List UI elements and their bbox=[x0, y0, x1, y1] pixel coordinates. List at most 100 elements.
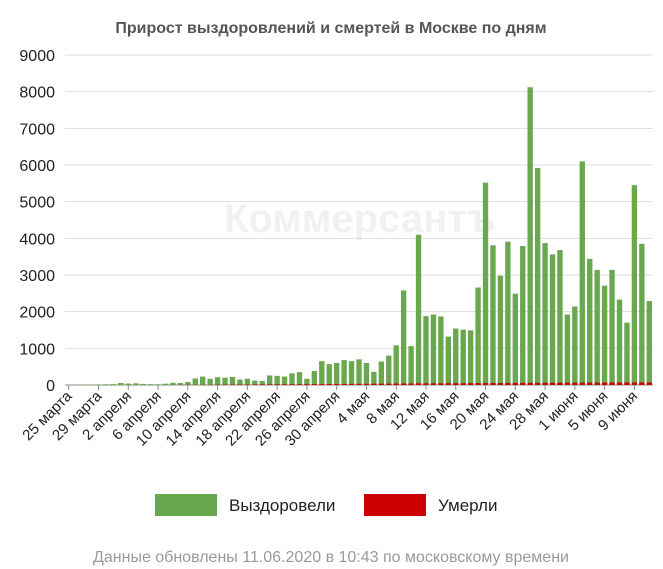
bar-deaths bbox=[631, 382, 638, 385]
bar-deaths bbox=[527, 382, 533, 385]
bar-recovered bbox=[534, 167, 541, 385]
bar-recovered bbox=[438, 316, 444, 385]
bar-deaths bbox=[445, 383, 451, 385]
legend-swatch-deaths bbox=[364, 494, 426, 516]
bar-recovered bbox=[110, 384, 117, 385]
bar-recovered bbox=[341, 360, 347, 385]
y-tick-label: 0 bbox=[46, 378, 55, 395]
bar-deaths bbox=[438, 383, 444, 385]
bar-recovered bbox=[356, 359, 362, 385]
x-tick-label: 4 мая bbox=[333, 388, 373, 428]
bar-recovered bbox=[133, 383, 139, 385]
y-tick-label: 6000 bbox=[19, 158, 55, 175]
bar-recovered bbox=[125, 383, 131, 385]
bar-deaths bbox=[430, 383, 437, 385]
bar-deaths bbox=[311, 384, 318, 385]
bar-deaths bbox=[326, 384, 332, 385]
bar-deaths bbox=[408, 383, 414, 385]
bar-recovered bbox=[200, 376, 206, 385]
bar-recovered bbox=[601, 285, 608, 385]
bar-deaths bbox=[557, 382, 563, 385]
bar-recovered bbox=[415, 234, 422, 385]
bar-deaths bbox=[453, 383, 459, 385]
bar-recovered bbox=[259, 380, 265, 385]
bar-deaths bbox=[601, 382, 608, 385]
bar-deaths bbox=[564, 382, 571, 385]
y-tick-label: 1000 bbox=[19, 341, 55, 358]
y-tick-label: 5000 bbox=[19, 195, 55, 212]
bar-deaths bbox=[281, 384, 288, 385]
bar-recovered bbox=[631, 185, 638, 385]
bar-deaths bbox=[467, 383, 474, 385]
bar-recovered bbox=[348, 361, 355, 385]
bar-recovered bbox=[147, 384, 154, 385]
bar-recovered bbox=[527, 87, 533, 386]
y-tick-label: 9000 bbox=[19, 48, 55, 65]
bar-recovered bbox=[222, 377, 228, 385]
bar-recovered bbox=[646, 301, 652, 385]
bar-deaths bbox=[520, 382, 526, 385]
bar-deaths bbox=[490, 383, 496, 385]
bar-recovered bbox=[497, 275, 504, 385]
bar-deaths bbox=[423, 383, 429, 385]
bar-recovered bbox=[430, 314, 437, 385]
bar-deaths bbox=[542, 382, 548, 385]
bar-recovered bbox=[408, 346, 414, 385]
bar-deaths bbox=[624, 382, 630, 385]
bar-deaths bbox=[475, 383, 481, 385]
bar-recovered bbox=[281, 376, 288, 385]
bar-deaths bbox=[415, 383, 422, 385]
bar-recovered bbox=[460, 329, 466, 385]
bar-deaths bbox=[616, 382, 623, 385]
bar-deaths bbox=[252, 384, 258, 385]
bar-recovered bbox=[289, 373, 295, 385]
bar-recovered bbox=[393, 345, 399, 385]
bar-recovered bbox=[170, 382, 176, 385]
bar-recovered bbox=[103, 384, 109, 385]
y-tick-label: 2000 bbox=[19, 305, 55, 322]
bar-recovered bbox=[505, 241, 511, 385]
bar-deaths bbox=[646, 382, 652, 385]
bar-deaths bbox=[259, 384, 265, 385]
bar-recovered bbox=[371, 371, 377, 385]
bar-deaths bbox=[594, 382, 600, 385]
bar-deaths bbox=[378, 383, 385, 385]
bar-recovered bbox=[296, 372, 303, 385]
bar-recovered bbox=[512, 293, 518, 385]
bar-recovered bbox=[177, 382, 184, 385]
bar-recovered bbox=[118, 382, 124, 385]
bar-recovered bbox=[326, 364, 332, 385]
bar-deaths bbox=[393, 383, 399, 385]
bar-deaths bbox=[579, 382, 585, 385]
watermark: Коммерсантъ bbox=[224, 197, 496, 241]
bar-deaths bbox=[356, 383, 362, 385]
bar-deaths bbox=[386, 383, 392, 385]
bar-recovered bbox=[423, 316, 429, 385]
bar-deaths bbox=[296, 384, 303, 385]
bar-recovered bbox=[162, 383, 169, 385]
bar-recovered bbox=[557, 250, 563, 385]
bar-recovered bbox=[579, 161, 585, 385]
bar-deaths bbox=[319, 384, 325, 385]
chart-title: Прирост выздоровлений и смертей в Москве… bbox=[115, 20, 546, 37]
footer-note: Данные обновлены 11.06.2020 в 10:43 по м… bbox=[93, 549, 569, 566]
bar-recovered bbox=[319, 361, 325, 385]
bar-recovered bbox=[594, 269, 600, 385]
bar-recovered bbox=[520, 246, 526, 385]
bar-deaths bbox=[549, 382, 556, 385]
bar-recovered bbox=[333, 363, 340, 385]
bar-deaths bbox=[572, 382, 578, 385]
bar-recovered bbox=[185, 382, 191, 385]
bar-deaths bbox=[400, 383, 407, 385]
bar-deaths bbox=[512, 382, 518, 385]
bar-recovered bbox=[267, 375, 273, 385]
bar-recovered bbox=[244, 378, 251, 385]
bar-deaths bbox=[267, 384, 273, 385]
bar-deaths bbox=[333, 383, 340, 385]
bar-recovered bbox=[467, 330, 474, 385]
bar-deaths bbox=[639, 382, 645, 385]
bar-recovered bbox=[229, 376, 236, 385]
